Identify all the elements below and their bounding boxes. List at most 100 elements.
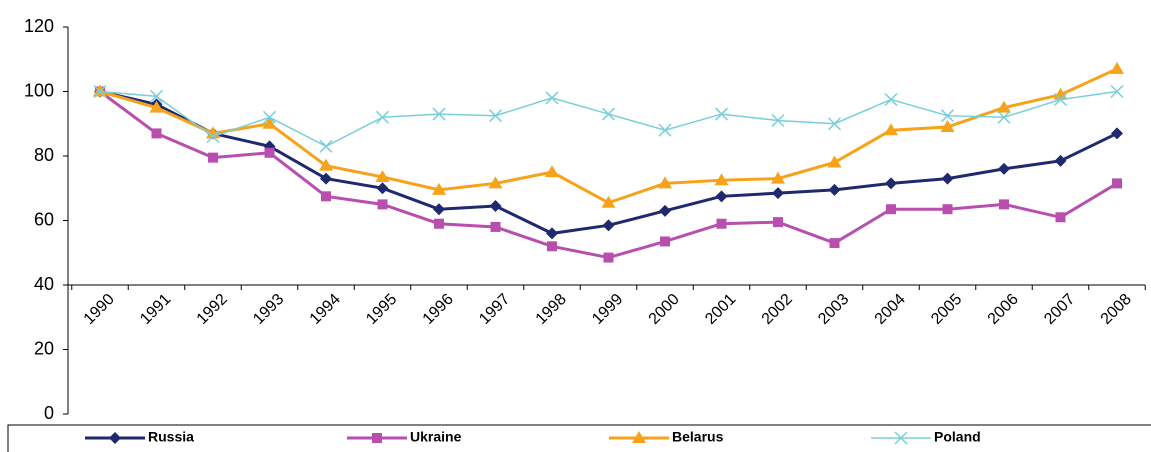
marker (1053, 93, 1068, 107)
marker (262, 116, 277, 129)
legend-label: Poland (934, 429, 981, 445)
x-tick-label: 1998 (533, 291, 570, 328)
x-tick-label: 1991 (137, 291, 174, 328)
marker (375, 169, 390, 182)
marker (885, 177, 897, 190)
marker (1110, 61, 1124, 74)
marker (434, 218, 444, 229)
marker (829, 238, 840, 249)
marker (264, 147, 275, 158)
marker (1054, 154, 1067, 167)
marker (208, 152, 218, 163)
x-tick-label: 2000 (646, 291, 683, 328)
x-tick-label: 1990 (81, 291, 118, 328)
marker (658, 123, 672, 137)
marker (771, 113, 785, 128)
marker (827, 155, 842, 168)
marker (940, 109, 955, 123)
marker (319, 139, 333, 153)
x-tick-label: 2008 (1098, 291, 1135, 328)
marker (376, 182, 389, 195)
y-tick-label: 100 (24, 80, 54, 100)
legend-box (7, 424, 1151, 452)
marker (894, 431, 908, 445)
legend-label: Belarus (672, 429, 724, 445)
marker (941, 172, 954, 185)
marker (602, 219, 615, 232)
series-line (99, 67, 1118, 205)
y-tick-label: 120 (24, 16, 54, 36)
marker (321, 191, 331, 202)
marker (886, 204, 896, 215)
marker (320, 172, 332, 185)
marker (489, 199, 502, 212)
marker (997, 100, 1011, 113)
marker (715, 190, 728, 203)
legend-label: Ukraine (410, 429, 462, 445)
x-tick-label: 1995 (363, 291, 400, 328)
x-tick-label: 1992 (194, 291, 231, 328)
marker (997, 110, 1011, 124)
marker (375, 110, 390, 124)
marker (659, 204, 671, 217)
x-tick-label: 2001 (702, 291, 739, 328)
marker (828, 183, 841, 196)
x-tick-label: 2002 (759, 291, 796, 328)
y-tick-label: 40 (34, 274, 54, 294)
marker (884, 93, 898, 107)
y-tick-label: 80 (34, 145, 54, 165)
x-tick-label: 1994 (307, 291, 344, 328)
marker (433, 203, 445, 216)
marker (545, 91, 559, 105)
x-tick-label: 2005 (928, 291, 965, 328)
marker (999, 199, 1009, 210)
x-tick-label: 1999 (589, 291, 626, 328)
marker (151, 128, 162, 139)
series (95, 86, 1122, 263)
marker (93, 84, 107, 99)
marker (432, 182, 446, 195)
marker (601, 195, 616, 208)
marker (109, 432, 121, 444)
marker (490, 221, 501, 232)
x-tick-label: 2006 (985, 291, 1022, 328)
marker (714, 107, 729, 121)
series-line (99, 90, 1118, 235)
marker (262, 110, 277, 124)
x-tick-label: 2003 (815, 291, 852, 328)
marker (488, 176, 503, 189)
marker (206, 130, 220, 144)
marker (372, 433, 382, 443)
y-tick-label: 20 (34, 338, 54, 358)
series (93, 84, 1124, 153)
marker (1055, 212, 1066, 223)
x-tick-label: 1997 (476, 291, 513, 328)
marker (149, 100, 164, 113)
marker (772, 187, 784, 200)
x-tick-label: 1996 (420, 291, 457, 328)
marker (660, 236, 670, 247)
marker (545, 165, 559, 178)
series-line (99, 90, 1118, 148)
marker (319, 158, 333, 171)
series (94, 85, 1123, 240)
marker (1112, 178, 1122, 189)
marker (632, 431, 646, 443)
marker (827, 117, 842, 131)
marker (1111, 127, 1123, 140)
marker (771, 171, 785, 184)
marker (546, 227, 558, 240)
x-tick-label: 2004 (872, 291, 909, 328)
marker (716, 218, 727, 229)
marker (773, 217, 783, 228)
marker (432, 107, 446, 121)
x-tick-label: 1993 (250, 291, 287, 328)
legend-label: Russia (148, 429, 194, 445)
series (93, 61, 1124, 208)
marker (940, 119, 955, 132)
marker (942, 204, 953, 215)
marker (377, 199, 388, 210)
marker (658, 176, 672, 189)
marker (603, 252, 614, 263)
